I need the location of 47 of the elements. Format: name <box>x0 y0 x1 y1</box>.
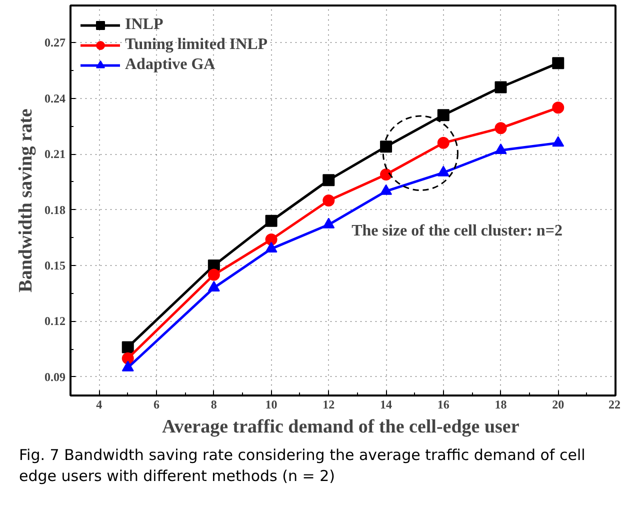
point <box>494 122 507 134</box>
point <box>380 168 392 180</box>
caption: Fig. 7 Bandwidth saving rate considering the average traffic demand of cell edge users with different methods (n = 2) <box>18 445 586 488</box>
annotation: The size of the cell cluster: n=2 <box>352 222 562 240</box>
x-tick-label: 6 <box>154 398 160 412</box>
y-tick-label: 0.21 <box>44 147 66 162</box>
point <box>494 144 507 154</box>
x-tick-label: 18 <box>494 398 507 412</box>
y-axis-title: Bandwidth saving rate <box>16 108 36 292</box>
point <box>552 136 564 147</box>
point <box>122 352 134 364</box>
x-tick-label: 20 <box>552 398 564 412</box>
y-tick-label: 0.24 <box>44 91 66 106</box>
y-tick-label: 0.15 <box>44 258 66 272</box>
point <box>322 218 335 228</box>
point <box>322 194 335 206</box>
x-tick-label: 8 <box>210 398 217 412</box>
legend-label: Adaptive GA <box>125 56 216 74</box>
point <box>437 166 450 176</box>
point <box>265 214 278 227</box>
point <box>494 81 507 94</box>
point <box>552 57 564 70</box>
point <box>208 268 220 281</box>
x-tick-label: 22 <box>608 398 620 412</box>
point <box>265 234 278 246</box>
point <box>265 242 278 252</box>
y-tick-label: 0.27 <box>44 36 66 50</box>
x-tick-label: 4 <box>96 398 102 412</box>
legend-label: INLP <box>125 16 164 34</box>
y-tick-label: 0.12 <box>44 314 66 328</box>
legend-label: Tuning limited INLP <box>125 36 268 54</box>
point <box>552 102 564 114</box>
point <box>380 184 392 195</box>
y-tick-label: 0.09 <box>44 370 66 384</box>
point <box>380 140 392 153</box>
point <box>437 109 450 122</box>
point <box>322 174 335 186</box>
point <box>437 136 450 149</box>
y-tick-label: 0.18 <box>44 202 66 217</box>
point <box>122 360 134 372</box>
point <box>208 280 220 292</box>
x-tick-label: 12 <box>322 398 335 412</box>
x-tick-label: 10 <box>265 398 278 412</box>
x-tick-label: 14 <box>380 398 392 412</box>
point <box>122 341 134 354</box>
x-axis-title: Average traffic demand of the cell-edge user <box>162 416 520 438</box>
x-tick-label: 16 <box>437 398 450 412</box>
